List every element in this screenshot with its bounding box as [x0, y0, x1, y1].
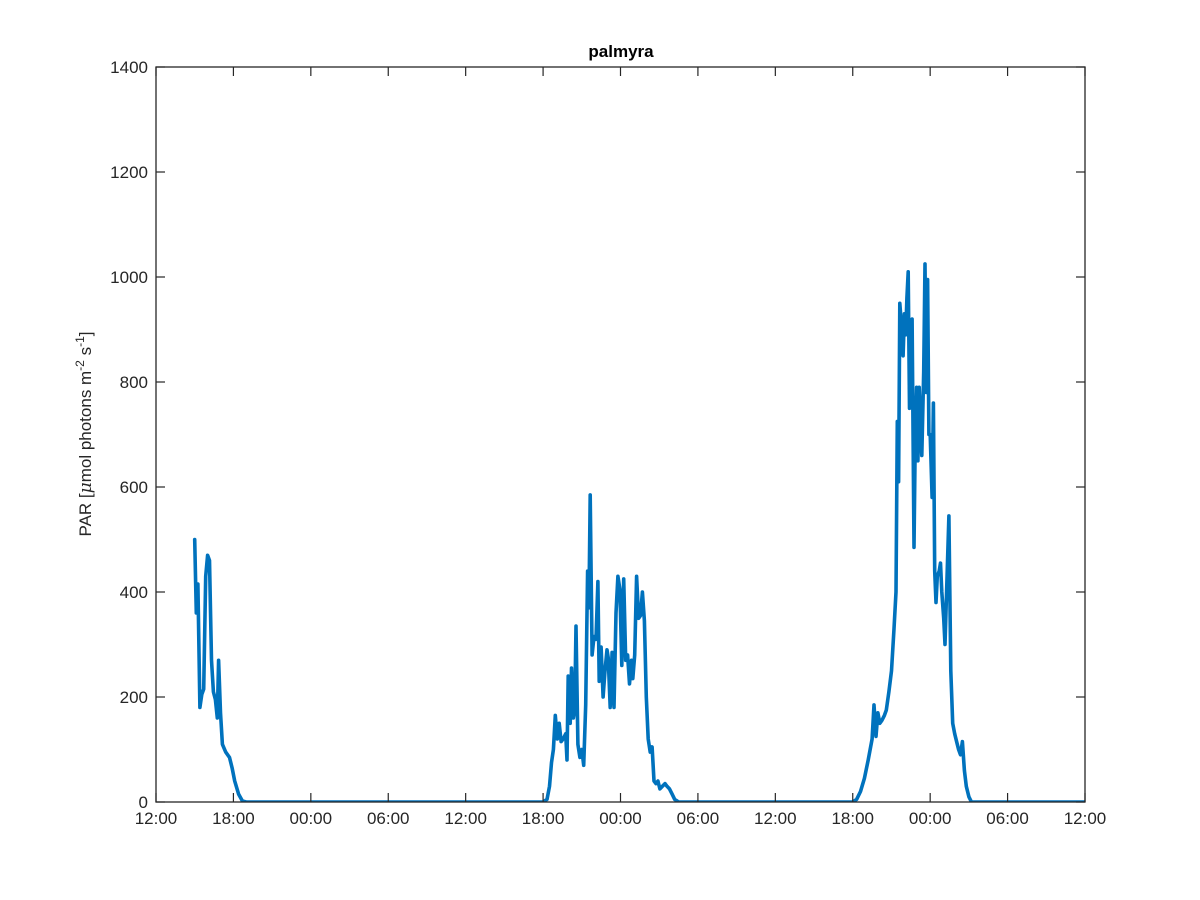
y-axis-label: PAR [μmol photons m-2 s-1] [73, 331, 96, 536]
x-tick-label: 00:00 [599, 809, 642, 828]
y-tick-label: 400 [120, 583, 148, 602]
y-axis-label-part: μ [76, 482, 96, 493]
y-tick-label: 0 [139, 793, 148, 812]
y-tick-label: 1200 [110, 163, 148, 182]
plot-area: 12:00 18:00 00:00 06:00 12:00 18:00 00:00 06:00… [110, 58, 1107, 828]
y-axis-label-superscript: -2 [73, 360, 87, 371]
x-tick-label: 06:00 [367, 809, 410, 828]
x-tick-label: 18:00 [212, 809, 255, 828]
chart-title: palmyra [588, 42, 654, 61]
x-tick-label: 00:00 [290, 809, 333, 828]
y-axis-label-part: PAR [ [76, 493, 95, 536]
series-line-1 [192, 262, 1085, 802]
x-tick-label: 12:00 [754, 809, 797, 828]
x-tick-label: 18:00 [522, 809, 565, 828]
x-tick-label: 06:00 [677, 809, 720, 828]
x-tick-label: 12:00 [1064, 809, 1107, 828]
y-tick-label: 1400 [110, 58, 148, 77]
y-axis-label-part: ] [76, 331, 95, 336]
y-axis-label-part: s [76, 347, 95, 360]
y-tick-label: 1000 [110, 268, 148, 287]
y-tick-label: 800 [120, 373, 148, 392]
y-tick-label: 600 [120, 478, 148, 497]
x-tick-label: 12:00 [135, 809, 178, 828]
x-tick-label: 06:00 [986, 809, 1029, 828]
x-tick-label: 00:00 [909, 809, 952, 828]
axes-box [155, 66, 1086, 803]
y-axis-label-superscript: -1 [73, 336, 87, 347]
y-tick-label: 200 [120, 688, 148, 707]
x-tick-label: 12:00 [444, 809, 487, 828]
y-axis-label-part: mol photons m [76, 371, 95, 483]
x-tick-label: 18:00 [831, 809, 874, 828]
